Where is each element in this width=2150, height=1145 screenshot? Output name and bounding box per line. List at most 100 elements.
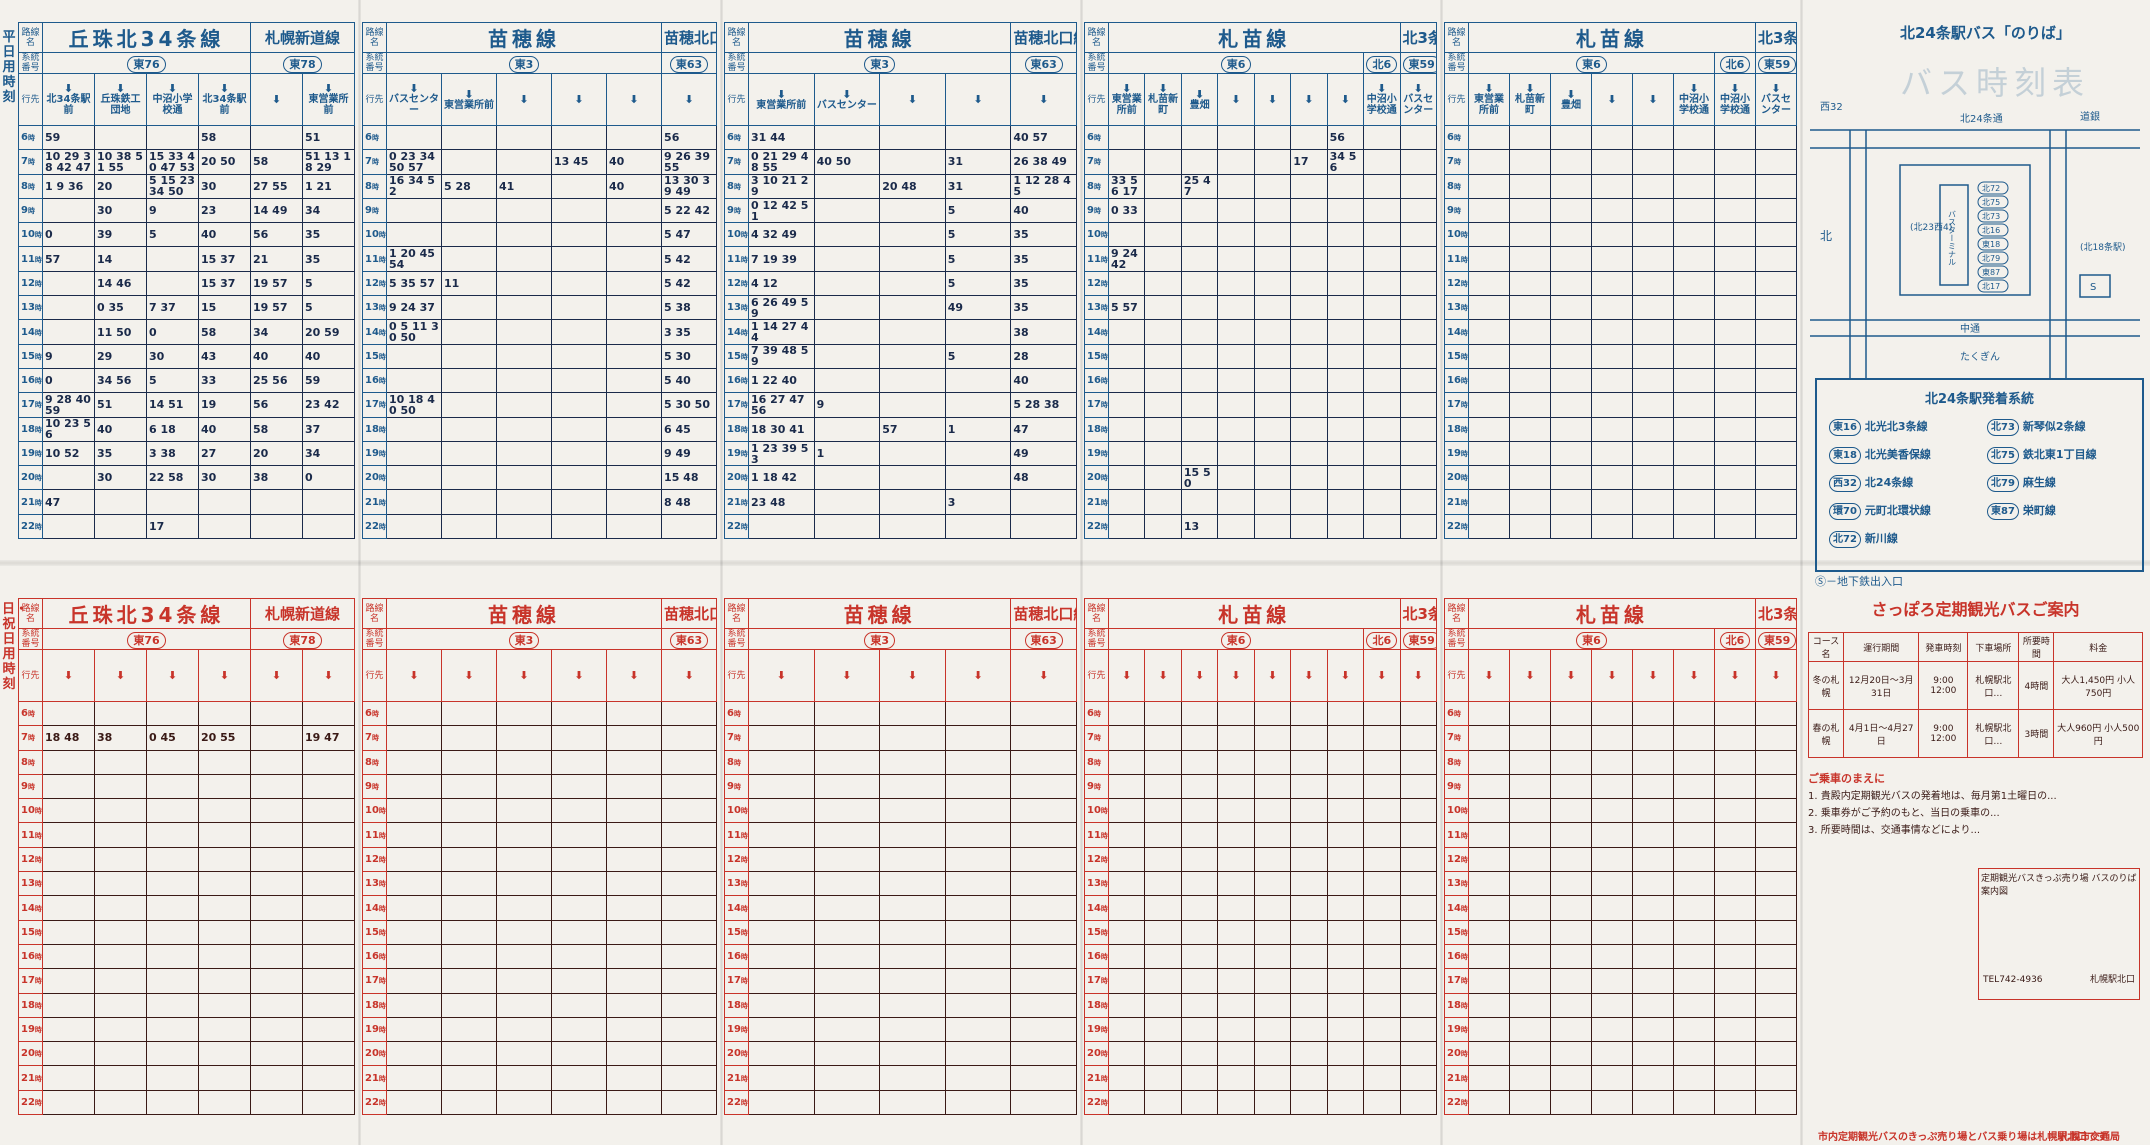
down-arrow-icon: ⬇ [907,93,918,106]
destination-cell: ⬇ [879,73,946,126]
hour-number: 12 [1087,277,1101,289]
hour-number: 19 [1447,1024,1461,1035]
time-cell [1509,1016,1551,1043]
destination-cell: ⬇ [879,649,946,702]
route-cell: 東3 [747,628,1012,650]
time-cell [879,295,946,321]
time-cell: 4 12 [748,270,815,297]
hour-suffix: 時 [378,401,386,410]
destination-cell: ⬇ [661,73,718,126]
time-cell [1509,416,1551,442]
time-cell [813,725,881,751]
time-cell [94,749,147,775]
time-cell [302,700,356,727]
down-arrow-icon: ⬇ [1340,93,1350,106]
line-name-header: 路線名 [18,22,43,53]
time-cell [302,943,356,970]
time-cell [879,1089,946,1116]
destination-cell: ⬇ [551,649,607,702]
time-cell [1253,943,1292,970]
system-number-header: 系統番号 [1084,52,1109,74]
hour-suffix: 時 [1460,855,1468,864]
time-cell [1591,513,1633,540]
time-cell: 5 22 42 [661,197,718,224]
hour-cell: 13時 [724,295,749,321]
hour-suffix: 時 [371,182,379,191]
time-cell [146,992,199,1018]
time-cell [1253,895,1292,921]
ticket-north-exit: 札幌駅北口 [2089,975,2135,985]
hour-suffix: 時 [378,425,386,434]
time-cell [302,489,356,515]
hour-suffix: 時 [740,1050,748,1059]
route-cell: 東76 [41,52,252,74]
hour-number: 13 [1087,302,1101,314]
time-cell [1180,1041,1219,1067]
hour-suffix: 時 [1460,953,1468,962]
time-cell [944,513,1012,540]
hour-cell: 15時 [724,919,749,945]
time-cell [441,222,497,248]
line-badge: 西32 [1829,475,1861,492]
time-cell [1632,295,1674,321]
hour-number: 16 [1447,951,1461,963]
hour-suffix: 時 [1460,1050,1468,1059]
time-cell: 5 [146,222,199,248]
hour-suffix: 時 [1460,352,1468,361]
destination-label: 札苗新町 [1515,94,1545,116]
time-cell [197,943,252,970]
time-cell [1468,895,1510,921]
time-cell [1010,968,1077,994]
hour-cell: 11時 [1444,822,1469,848]
time-cell [1714,295,1756,321]
hour-suffix: 時 [34,1026,42,1034]
hour-suffix: 時 [34,807,42,816]
map-label-michi: 道銀 [2080,110,2100,123]
hour-suffix: 時 [1460,425,1468,434]
down-arrow-icon: ⬇ [323,669,334,682]
hour-suffix: 時 [1460,1026,1468,1034]
time-cell [1755,1041,1797,1067]
destination-label: バスセンター [1403,94,1434,116]
time-cell [1010,700,1077,727]
time-cell [496,773,552,800]
time-cell [1632,968,1674,994]
hour-cell: 7時 [362,149,387,175]
time-cell: 1 18 42 [748,465,815,491]
hour-suffix: 時 [1460,279,1468,288]
hour-suffix: 時 [740,977,748,986]
time-cell [1363,846,1401,873]
time-cell [879,513,946,540]
hour-cell: 12時 [362,270,387,297]
hour-cell: 16時 [724,367,749,394]
time-cell: 40 [250,343,304,369]
time-cell [1550,871,1592,897]
destination-cell: ⬇ [1010,649,1077,702]
hour-cell: 18時 [724,992,749,1018]
hour-suffix: 時 [740,1026,748,1034]
hour-cell: 9時 [1444,773,1469,800]
hour-cell: 10時 [724,798,749,824]
down-arrow-icon: ⬇ [1484,669,1494,682]
time-cell [605,700,663,727]
down-arrow-icon: ⬇ [907,669,918,682]
time-cell: 10 52 [42,440,95,467]
time-cell [1714,773,1756,800]
down-arrow-icon: ⬇ [167,669,178,682]
hour-suffix: 時 [740,1098,748,1107]
hour-cell: 11時 [724,822,749,848]
hour-cell: 10時 [1444,222,1469,248]
time-cell [1399,749,1437,775]
time-cell [1509,992,1551,1018]
hour-suffix: 時 [378,880,386,889]
hour-suffix: 時 [1460,450,1468,458]
time-cell [1144,1041,1182,1067]
hour-cell: 19時 [724,1016,749,1043]
time-cell [1714,749,1756,775]
time-cell [605,392,663,418]
hour-cell: 16時 [362,367,387,394]
hour-cell: 11時 [18,822,43,848]
time-cell [42,513,95,540]
hour-cell: 19時 [362,1016,387,1043]
hour-suffix: 時 [378,304,386,313]
